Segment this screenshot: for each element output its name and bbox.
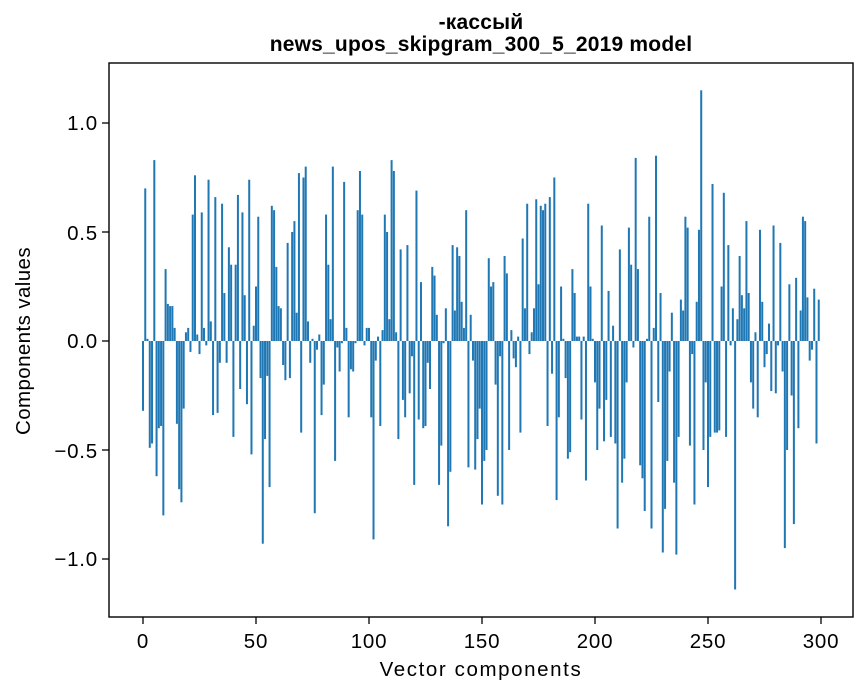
svg-text:250: 250 (690, 630, 727, 653)
svg-text:−1.0: −1.0 (54, 548, 98, 571)
svg-text:100: 100 (351, 630, 388, 653)
svg-text:0: 0 (137, 630, 149, 653)
svg-text:0.0: 0.0 (67, 330, 98, 353)
svg-text:Vector components: Vector components (380, 658, 583, 681)
svg-text:200: 200 (577, 630, 614, 653)
svg-text:1.0: 1.0 (67, 112, 98, 135)
svg-text:50: 50 (244, 630, 268, 653)
svg-text:news_upos_skipgram_300_5_2019: news_upos_skipgram_300_5_2019 model (270, 33, 693, 56)
svg-text:300: 300 (803, 630, 840, 653)
svg-text:−0.5: −0.5 (54, 440, 98, 463)
svg-text:0.5: 0.5 (67, 222, 98, 245)
svg-text:-кассый: -кассый (439, 11, 524, 34)
svg-text:150: 150 (464, 630, 501, 653)
svg-text:Components values: Components values (12, 247, 35, 435)
